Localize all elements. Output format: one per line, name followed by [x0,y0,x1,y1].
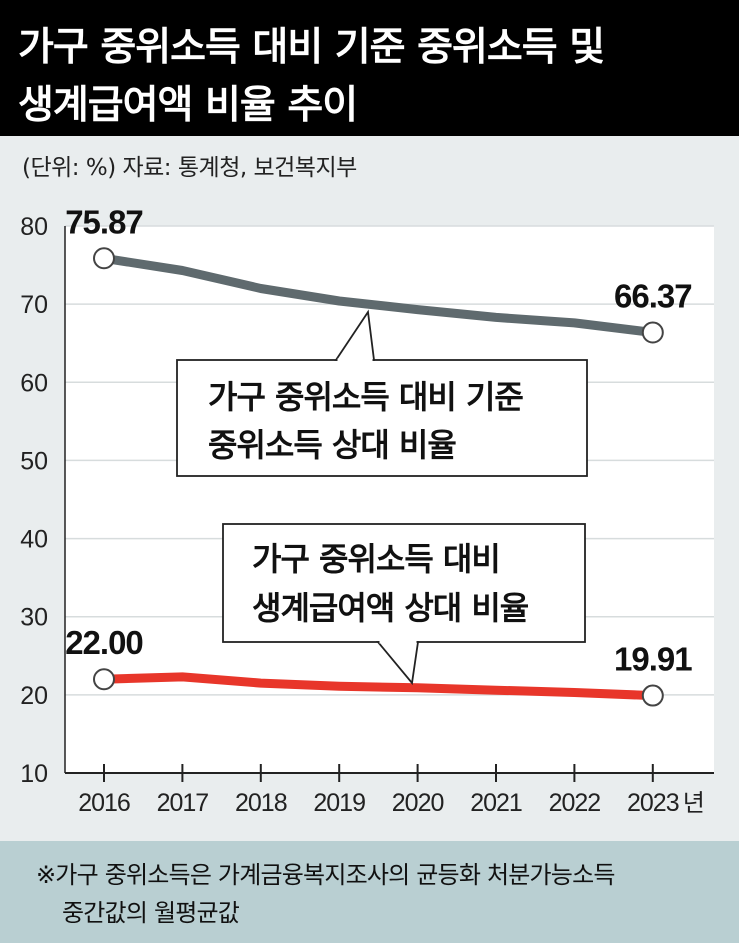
callout-box [176,359,588,477]
x-unit-label: 년 [683,789,705,817]
data-point [93,247,115,270]
y-tick-label: 40 [20,526,48,554]
x-tick-label: 2023 [627,789,679,817]
y-tick-label: 60 [20,369,48,397]
data-point [641,321,664,344]
x-tick-label: 2018 [235,789,287,817]
y-tick-label: 50 [20,447,48,475]
legend-label: 가구 중위소득 대비 기준 [208,378,523,416]
data-label: 22.00 [65,624,143,661]
x-tick-label: 2020 [392,789,444,817]
series-line [99,253,658,337]
line-chart: 10 20 30 40 50 60 70 80 2016 2017 2018 2019 2020 2021… [20,203,714,817]
x-tick-label: 2022 [549,789,601,817]
footnote-line-2: 중간값의 월평균값 [62,899,240,927]
y-tick-label: 20 [20,682,48,710]
plot-area [65,226,714,773]
unit-source-note: (단위: %) 자료: 통계청, 보건복지부 [22,155,357,181]
y-tick-label: 30 [20,604,48,632]
x-tick-label: 2017 [157,789,209,817]
data-label: 66.37 [614,278,692,315]
title-bar: 가구 중위소득 대비 기준 중위소득 및 생계급여액 비율 추이 [0,0,739,136]
callout-box [222,523,586,643]
data-label: 75.87 [65,203,143,240]
data-point [93,668,115,691]
legend-label: 생계급여액 상대 비율 [252,589,529,627]
x-tick-label: 2016 [78,789,130,817]
chart-title-line-2: 생계급여액 비율 추이 [18,83,358,128]
data-point [641,684,664,707]
y-tick-label: 80 [20,213,48,241]
x-tick-label: 2019 [313,789,365,817]
footnote-line-1: ※가구 중위소득은 가계금융복지조사의 균등화 처분가능소득 [36,861,615,889]
legend-label: 가구 중위소득 대비 [252,540,500,578]
series-line [99,672,658,701]
legend-label: 중위소득 상대 비율 [208,426,456,464]
x-tick-label: 2021 [470,789,522,817]
chart-title-line-1: 가구 중위소득 대비 기준 중위소득 및 [18,25,605,70]
y-tick-label: 70 [20,291,48,319]
footnote-box: ※가구 중위소득은 가계금융복지조사의 균등화 처분가능소득 중간값의 월평균값 [0,841,739,943]
data-label: 19.91 [614,641,692,678]
y-tick-label: 10 [20,760,48,788]
